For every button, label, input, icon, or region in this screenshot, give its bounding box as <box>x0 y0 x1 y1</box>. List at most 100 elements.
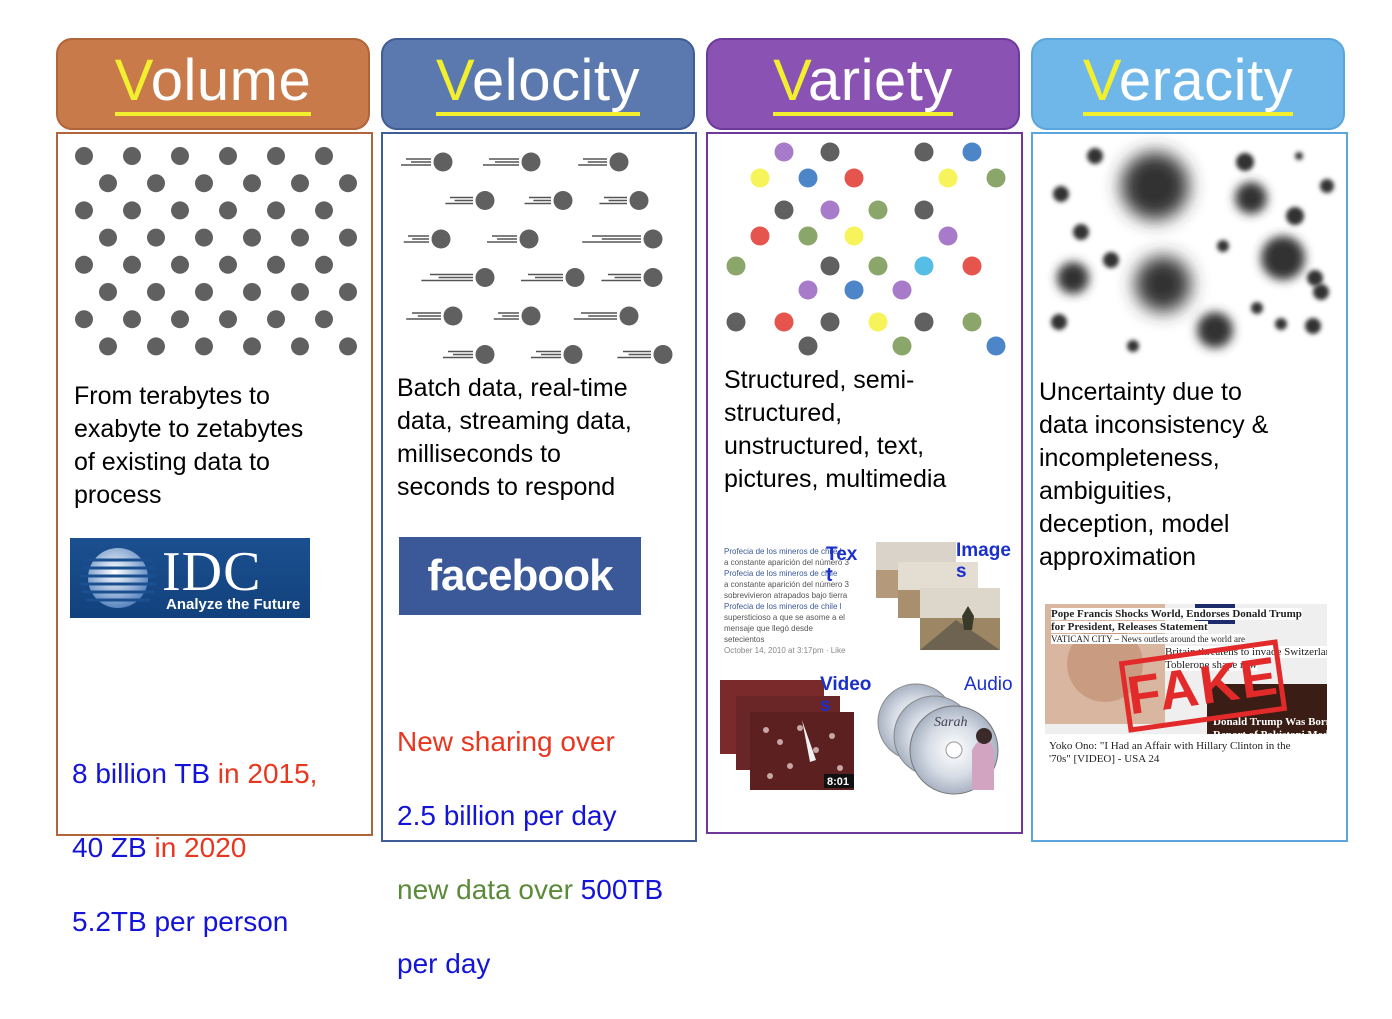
velocity-motion-dots <box>401 152 673 364</box>
veracity-header: Veracity <box>1031 38 1345 130</box>
idc-globe-icon <box>80 548 156 608</box>
volume-dot <box>291 337 309 356</box>
variety-panel: Structured, semi- structured, unstructur… <box>706 132 1023 834</box>
fake-news-headline: Pope Francis Shocks World, Endorses Dona… <box>1051 608 1302 620</box>
volume-dot <box>75 255 93 274</box>
veracity-dot <box>1127 340 1139 352</box>
volume-dot <box>147 174 165 193</box>
variety-dot <box>914 312 934 332</box>
variety-dot <box>798 168 818 188</box>
veracity-dot <box>1197 312 1233 348</box>
velocity-dot <box>521 306 541 326</box>
variety-dot <box>750 226 770 246</box>
fake-news-collage: Pope Francis Shocks World, Endorses Dona… <box>1045 604 1327 768</box>
velocity-description: Batch data, real-time data, streaming da… <box>397 374 632 501</box>
veracity-dot <box>1121 152 1189 220</box>
fake-news-headline: VATICAN CITY – News outlets around the w… <box>1051 634 1245 644</box>
volume-dot-grid <box>75 147 357 356</box>
volume-dot <box>339 283 357 301</box>
fake-news-headline: Toblerone shape row <box>1165 659 1258 671</box>
velocity-dot <box>565 268 585 287</box>
volume-dot <box>75 147 93 165</box>
video-duration: 8:01 <box>827 776 849 788</box>
text-media-label: Tex t <box>826 544 858 586</box>
videos-media-thumbnail: 8:01 <box>720 680 854 790</box>
text-snippet-line: a constante aparición del número 3 <box>724 558 849 567</box>
variety-dot <box>868 256 888 276</box>
volume-dot <box>267 201 285 220</box>
fake-news-headline: Britain threatens to invade Switzerland … <box>1165 646 1327 658</box>
fake-news-background <box>1045 604 1327 768</box>
velocity-dot <box>475 345 495 364</box>
volume-dot <box>195 174 213 193</box>
veracity-dot <box>1236 153 1254 171</box>
volume-dot <box>291 228 309 247</box>
variety-title: Variety <box>773 52 953 116</box>
volume-dot <box>267 147 285 165</box>
veracity-dot <box>1235 182 1267 214</box>
variety-dot <box>820 312 840 332</box>
volume-dot <box>339 174 357 193</box>
variety-dot <box>914 256 934 276</box>
volume-description: From terabytes to exabyte to zetabytes o… <box>74 382 304 509</box>
veracity-dot <box>1313 284 1329 300</box>
facebook-logo: facebook <box>399 537 641 615</box>
volume-dot <box>291 283 309 301</box>
volume-dot <box>195 337 213 356</box>
variety-dot <box>868 312 888 332</box>
volume-dot <box>339 228 357 247</box>
volume-dot <box>243 283 261 301</box>
volume-dot <box>243 337 261 356</box>
veracity-dot <box>1286 207 1304 225</box>
veracity-dot <box>1103 252 1119 268</box>
veracity-dot <box>1051 314 1067 330</box>
variety-dot <box>986 168 1006 188</box>
veracity-dot <box>1217 240 1229 252</box>
volume-dot <box>267 310 285 329</box>
volume-dot <box>123 255 141 274</box>
volume-dot <box>267 255 285 274</box>
volume-dot <box>123 147 141 165</box>
volume-dot <box>123 201 141 220</box>
text-snippet-line: a constante aparición del número 3 <box>724 580 849 589</box>
variety-dot <box>914 142 934 162</box>
variety-dot <box>962 256 982 276</box>
volume-panel: From terabytes to exabyte to zetabytes o… <box>56 132 373 937</box>
velocity-stat-line-4: per day <box>397 948 491 979</box>
variety-dot <box>774 200 794 220</box>
idc-logo: IDC Analyze the Future <box>70 538 310 618</box>
variety-description: Structured, semi- structured, unstructur… <box>724 366 947 493</box>
volume-dot <box>219 310 237 329</box>
volume-dot <box>75 201 93 220</box>
volume-stat-line-3: 5.2TB per person <box>72 906 289 937</box>
veracity-title: Veracity <box>1082 52 1294 116</box>
veracity-dot <box>1073 224 1089 240</box>
velocity-dot <box>563 345 583 364</box>
volume-dot <box>99 337 117 356</box>
variety-dot <box>914 200 934 220</box>
variety-dot <box>892 280 912 300</box>
veracity-dot <box>1135 256 1191 312</box>
videos-media-label: Video s <box>820 674 872 716</box>
audio-media-label: Audio <box>964 674 1013 695</box>
volume-dot <box>339 337 357 356</box>
veracity-dot <box>1261 236 1305 280</box>
fake-news-headline: Donald Trump Was Born in Pakistan <box>1213 716 1327 728</box>
volume-stats: 8 billion TB in 2015, 40 ZB in 2020 5.2T… <box>72 718 317 977</box>
veracity-description: Uncertainty due to data inconsistency & … <box>1039 378 1269 571</box>
veracity-dot <box>1053 186 1069 202</box>
variety-dot <box>820 142 840 162</box>
veracity-dot <box>1307 270 1323 286</box>
variety-dot <box>868 200 888 220</box>
text-snippet-line: Profecia de los mineros de chile l <box>724 547 842 556</box>
velocity-dot <box>521 152 541 172</box>
volume-dot <box>75 310 93 329</box>
velocity-stat-line-1: New sharing over <box>397 726 615 757</box>
volume-dot <box>99 174 117 193</box>
volume-dot <box>315 310 333 329</box>
volume-dot <box>99 228 117 247</box>
volume-dot <box>219 255 237 274</box>
volume-dot <box>195 228 213 247</box>
volume-dot <box>195 283 213 301</box>
variety-dot <box>844 280 864 300</box>
